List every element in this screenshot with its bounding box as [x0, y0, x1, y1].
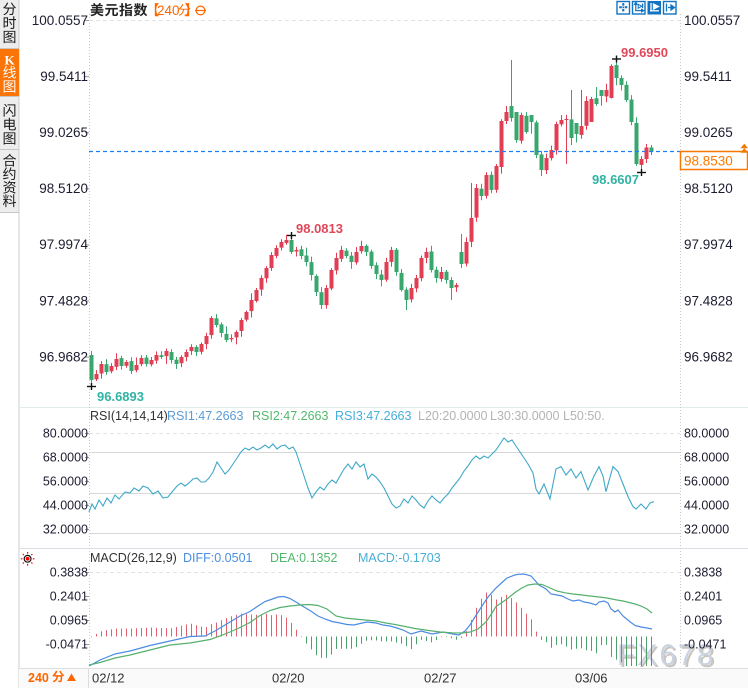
svg-text:02/12: 02/12 — [92, 671, 125, 686]
svg-text:96.6893: 96.6893 — [97, 389, 144, 404]
svg-text:98.0813: 98.0813 — [296, 221, 343, 236]
svg-text:RSI(14,14,14): RSI(14,14,14) — [90, 409, 168, 423]
svg-text:99.0265: 99.0265 — [39, 125, 88, 140]
svg-text:98.5120: 98.5120 — [39, 181, 88, 196]
svg-text:32.0000: 32.0000 — [684, 523, 729, 537]
svg-text:0.3838: 0.3838 — [684, 566, 722, 580]
svg-text:44.0000: 44.0000 — [43, 499, 88, 513]
svg-text:RSI1:47.2663: RSI1:47.2663 — [167, 409, 243, 423]
svg-text:FX678: FX678 — [619, 641, 717, 674]
svg-text:97.4828: 97.4828 — [39, 293, 88, 308]
svg-text:99.0265: 99.0265 — [684, 125, 733, 140]
svg-text:0.2401: 0.2401 — [684, 590, 722, 604]
svg-text:80.0000: 80.0000 — [684, 427, 729, 441]
svg-text:-0.0471: -0.0471 — [46, 638, 88, 652]
svg-text:RSI2:47.2663: RSI2:47.2663 — [252, 409, 328, 423]
svg-text:DIFF:0.0501: DIFF:0.0501 — [183, 551, 253, 565]
svg-text:0.0965: 0.0965 — [684, 614, 722, 628]
svg-text:DEA:0.1352: DEA:0.1352 — [270, 551, 337, 565]
svg-text:02/27: 02/27 — [424, 671, 457, 686]
svg-text:240: 240 — [157, 3, 180, 18]
svg-text:-0.0471: -0.0471 — [684, 638, 726, 652]
svg-text:56.0000: 56.0000 — [43, 475, 88, 489]
svg-text:100.0557: 100.0557 — [684, 13, 740, 28]
svg-text:68.0000: 68.0000 — [684, 451, 729, 465]
svg-text:99.6950: 99.6950 — [621, 45, 668, 60]
svg-text:RSI3:47.2663: RSI3:47.2663 — [335, 409, 411, 423]
svg-text:97.9974: 97.9974 — [39, 237, 88, 252]
svg-text:98.6607: 98.6607 — [592, 172, 639, 187]
svg-text:32.0000: 32.0000 — [43, 523, 88, 537]
svg-text:K: K — [4, 53, 15, 68]
svg-text:99.5411: 99.5411 — [40, 69, 88, 84]
svg-text:0.2401: 0.2401 — [50, 590, 88, 604]
svg-text:0.0965: 0.0965 — [50, 614, 88, 628]
svg-text:96.9682: 96.9682 — [684, 349, 733, 364]
svg-text:03/06: 03/06 — [575, 671, 608, 686]
svg-text:96.9682: 96.9682 — [39, 349, 88, 364]
svg-text:97.4828: 97.4828 — [684, 293, 733, 308]
svg-text:MACD(26,12,9): MACD(26,12,9) — [90, 551, 177, 565]
svg-text:240: 240 — [28, 671, 49, 685]
svg-text:56.0000: 56.0000 — [684, 475, 729, 489]
svg-text:L20:20.0000: L20:20.0000 — [418, 409, 488, 423]
svg-text:68.0000: 68.0000 — [43, 451, 88, 465]
svg-text:98.8530: 98.8530 — [684, 154, 733, 169]
svg-text:0.3838: 0.3838 — [50, 566, 88, 580]
svg-text:L50:50.: L50:50. — [563, 409, 605, 423]
svg-text:100.0557: 100.0557 — [32, 13, 88, 28]
svg-text:02/20: 02/20 — [272, 671, 305, 686]
svg-text:FX678: FX678 — [617, 639, 715, 672]
svg-text:44.0000: 44.0000 — [684, 499, 729, 513]
svg-text:99.5411: 99.5411 — [684, 69, 732, 84]
svg-text:L30:30.0000: L30:30.0000 — [490, 409, 560, 423]
svg-text:80.0000: 80.0000 — [43, 427, 88, 441]
svg-text:MACD:-0.1703: MACD:-0.1703 — [358, 551, 441, 565]
svg-text:97.9974: 97.9974 — [684, 237, 733, 252]
svg-text:98.5120: 98.5120 — [684, 181, 733, 196]
